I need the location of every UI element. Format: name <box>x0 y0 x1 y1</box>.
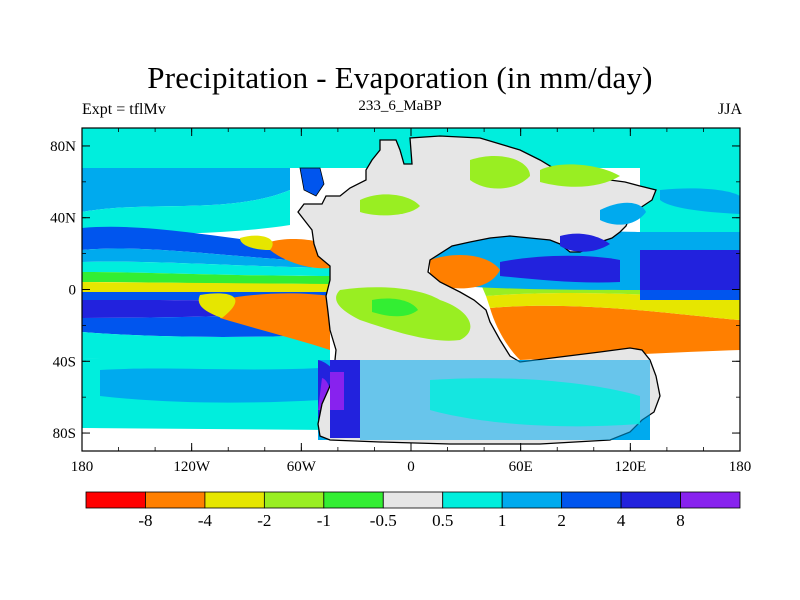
field-pacific-band-5 <box>82 282 330 292</box>
field-land-northeast <box>540 164 620 187</box>
lon-tick-label: 60W <box>287 459 317 475</box>
lon-tick-label: 0 <box>407 459 415 475</box>
lat-tick-label: 0 <box>69 283 77 299</box>
field-land-north-2 <box>470 155 530 189</box>
lat-tick-label: 40N <box>50 211 76 227</box>
field-land-northeast-wet <box>600 202 646 225</box>
colorbar-swatch <box>442 491 503 509</box>
lon-tick-label: 120W <box>173 459 211 475</box>
field-land-central-2 <box>372 298 418 317</box>
age-label: 233_6_MaBP <box>358 98 442 114</box>
field-pacific-band-4 <box>82 272 330 284</box>
colorbar-swatch <box>145 491 206 509</box>
latitude-ticks: 80N 40N 0 40S 80S <box>50 139 740 442</box>
colorbar-label: -4 <box>198 511 213 530</box>
lat-tick-label: 40S <box>53 354 76 370</box>
lat-tick-label: 80N <box>50 139 76 155</box>
colorbar-swatch <box>680 491 741 509</box>
field-land-north <box>360 194 420 216</box>
field-northeast-ocean-2 <box>660 188 740 214</box>
colorbar-label: 4 <box>617 511 626 530</box>
colorbar-label: -8 <box>138 511 152 530</box>
experiment-label: Expt = tflMv <box>82 101 166 118</box>
field-tethys-dry <box>430 255 500 289</box>
field-east-pacific-wet <box>640 250 740 290</box>
lat-tick-label: 80S <box>53 426 76 442</box>
colorbar-label: 8 <box>676 511 685 530</box>
colorbar-label: 1 <box>498 511 507 530</box>
field-tethys-wet <box>500 255 620 283</box>
lon-tick-label: 180 <box>71 459 94 475</box>
field-pacific-band-1 <box>82 226 330 262</box>
colorbar: -8 -4 -2 -1 -0.5 0.5 1 2 4 8 <box>85 491 741 530</box>
colorbar-label: 0.5 <box>432 511 453 530</box>
field-southern-ocean-3 <box>82 428 330 451</box>
lon-tick-label: 180 <box>729 459 752 475</box>
field-east-pacific-wet-edge <box>640 232 740 250</box>
season-label: JJA <box>717 101 742 118</box>
colorbar-label: 2 <box>557 511 566 530</box>
longitude-ticks: 180 120W 60W 0 60E 120E 180 <box>71 128 752 475</box>
colorbar-swatch <box>204 491 265 509</box>
field-north-pacific <box>82 168 290 212</box>
field-pacific-band-9 <box>82 332 330 361</box>
colorbar-swatch <box>263 491 325 509</box>
field-southern-ocean-2 <box>100 368 320 403</box>
colorbar-swatch <box>323 491 384 509</box>
lon-tick-label: 60E <box>509 459 533 475</box>
field-north-island <box>299 167 325 197</box>
colorbar-swatch <box>501 491 563 509</box>
colorbar-label: -1 <box>317 511 331 530</box>
colorbar-label: -2 <box>257 511 271 530</box>
field-pacific-band-3 <box>82 261 330 276</box>
field-land-south-max <box>330 372 344 410</box>
colorbar-swatch <box>85 491 146 509</box>
field-east-pacific-wet-edge-2 <box>640 290 740 300</box>
field-south-pacific-dry <box>220 293 330 350</box>
map-title: Precipitation - Evaporation (in mm/day) <box>147 60 653 95</box>
lon-tick-label: 120E <box>614 459 646 475</box>
field-land-east-wet <box>560 233 610 252</box>
colorbar-label: -0.5 <box>370 511 397 530</box>
field-north-pacific-dry-edge <box>240 235 273 250</box>
field-south-pacific-dry-edge <box>198 293 236 318</box>
colorbar-swatch <box>382 491 444 509</box>
field-indian-ocean-dry <box>490 305 740 360</box>
map-area <box>81 127 741 452</box>
colorbar-swatch <box>620 491 681 509</box>
colorbar-swatch <box>561 491 622 509</box>
field-pacific-band-2 <box>82 248 330 268</box>
field-land-south-2 <box>430 378 640 427</box>
